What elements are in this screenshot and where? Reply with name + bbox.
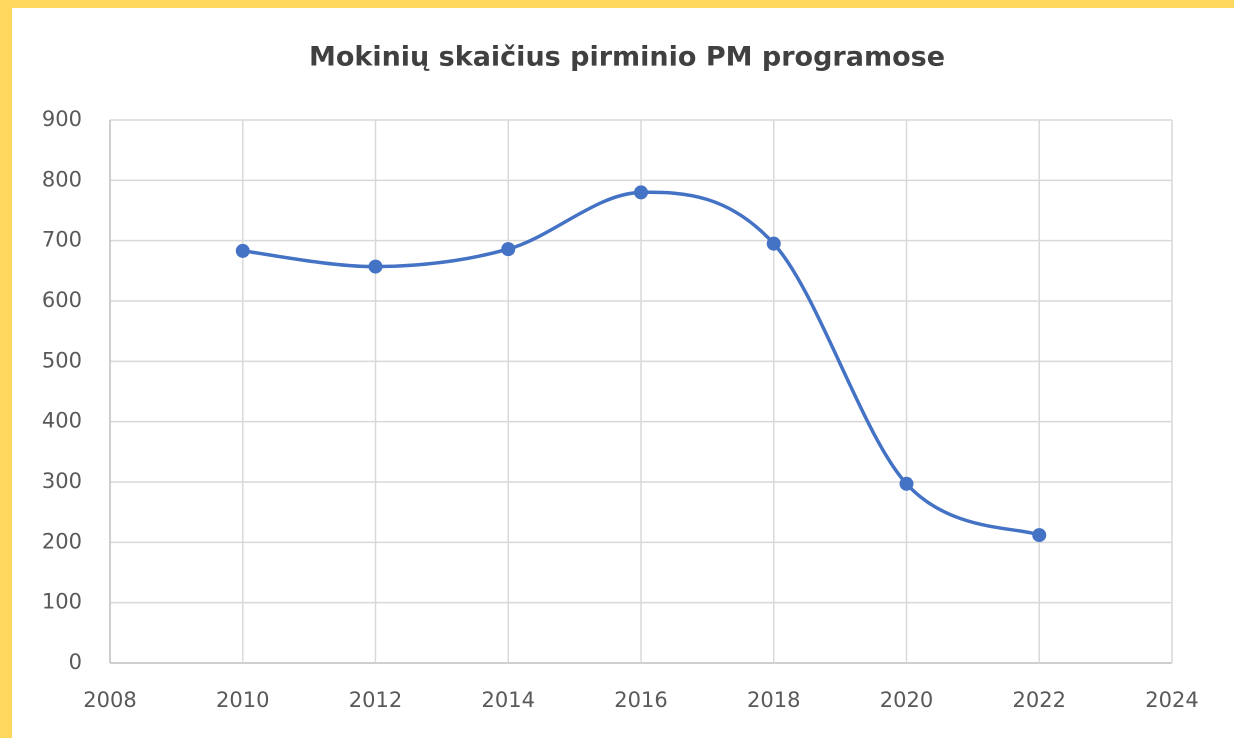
- y-tick-label: 800: [42, 167, 82, 191]
- y-tick-label: 700: [42, 228, 82, 252]
- x-tick-label: 2010: [216, 688, 269, 712]
- x-tick-label: 2022: [1013, 688, 1066, 712]
- point: [235, 243, 250, 258]
- x-tick-label: 2008: [83, 688, 136, 712]
- y-tick-label: 900: [42, 107, 82, 131]
- y-tick-label: 0: [69, 650, 82, 674]
- point: [368, 259, 383, 274]
- y-tick-label: 300: [42, 469, 82, 493]
- point: [899, 476, 914, 491]
- x-tick-label: 2024: [1145, 688, 1198, 712]
- y-tick-label: 500: [42, 348, 82, 372]
- x-tick-label: 2016: [614, 688, 667, 712]
- point: [634, 185, 648, 200]
- y-tick-label: 400: [42, 409, 82, 433]
- x-tick-label: 2014: [482, 688, 535, 712]
- point: [766, 236, 781, 251]
- point: [501, 242, 516, 257]
- x-tick-label: 2018: [747, 688, 800, 712]
- y-tick-label: 600: [42, 288, 82, 312]
- y-tick-label: 200: [42, 529, 82, 553]
- x-tick-label: 2020: [880, 688, 933, 712]
- chart-title: Mokinių skaičius pirminio PM programose: [309, 42, 945, 73]
- x-tick-label: 2012: [349, 688, 402, 712]
- point: [1032, 528, 1047, 543]
- chart-panel: [12, 8, 1234, 738]
- y-tick-label: 100: [42, 590, 82, 614]
